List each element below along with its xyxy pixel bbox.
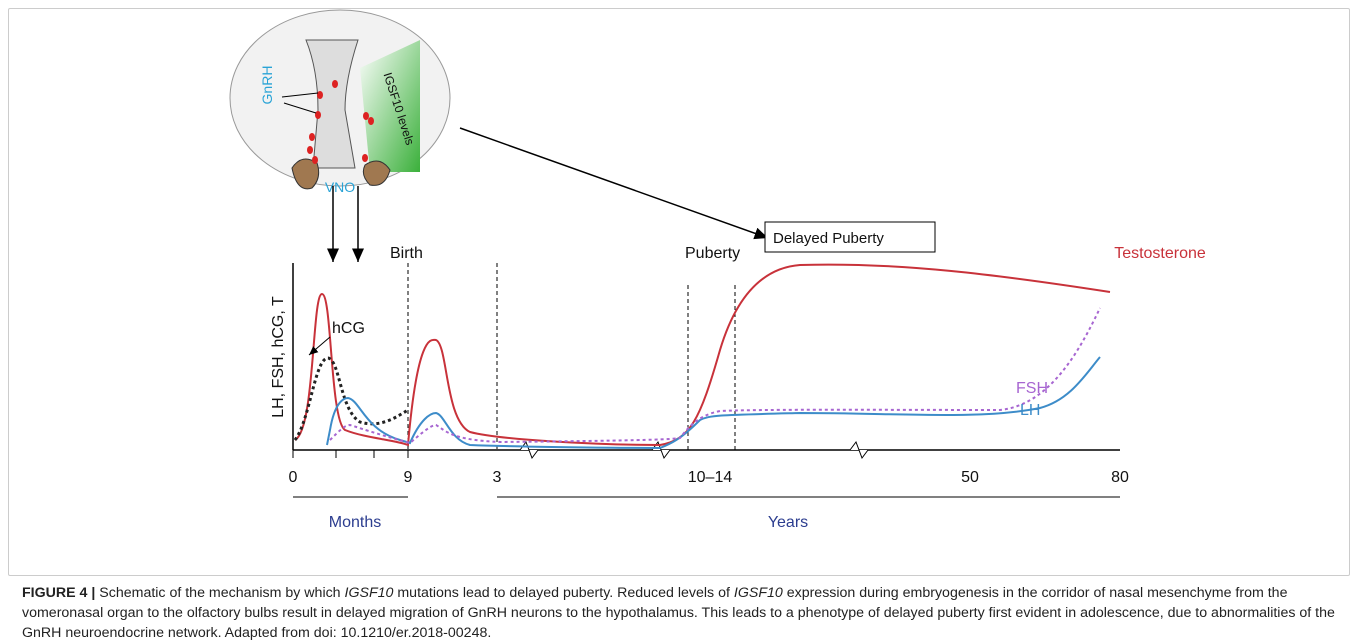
tick-label: 9 [404,469,413,486]
dividers [407,263,736,450]
caption-text: IGSF10 [344,585,394,601]
arrow [308,336,331,356]
tick-label: 80 [1111,469,1129,486]
years-label: Years [768,514,808,531]
birth-label: Birth [390,245,423,262]
callout-box [764,221,936,253]
tick-label: 0 [289,469,298,486]
testosterone-label: Testosterone [1114,245,1206,262]
tick-label: 3 [493,469,502,486]
vno-shape [291,158,391,190]
tick-label: 10–14 [688,469,733,486]
testosterone-curve [294,263,1111,447]
arrow [459,127,769,240]
caption-text: IGSF10 [733,585,783,601]
hcg-curve [293,356,409,441]
fsh-label: FSH [1016,380,1048,397]
y-label: LH, FSH, hCG, T [270,296,287,418]
figure: GnRH IGSF10 levels VNO Delayed Puberty L… [229,9,1206,531]
lh-label: LH [1020,402,1040,419]
breaks [519,440,869,460]
vno-label: VNO [325,179,355,195]
gnrh-label: GnRH [259,66,275,105]
caption-text: mutations lead to delayed puberty. Reduc… [393,585,734,601]
caption-text: expression during embryogenesis in the c… [22,585,1335,641]
caption: FIGURE 4 | Schematic of the mechanism by… [22,583,1342,643]
neurons [307,80,374,164]
fsh-curve [329,307,1101,445]
bulb [305,39,359,169]
pointer [281,92,319,114]
months-label: Months [329,514,381,531]
lh-curve [326,356,1101,450]
tick-label: 50 [961,469,979,486]
caption-text: Schematic of the mechanism by which [95,585,345,601]
figure-frame [8,8,1350,576]
ticks [292,450,409,458]
caption-label: FIGURE 4 | [22,585,96,601]
hcg-label: hCG [332,320,365,337]
gradient [360,40,420,172]
callout: Delayed Puberty [773,230,884,247]
puberty-label: Puberty [685,245,740,262]
